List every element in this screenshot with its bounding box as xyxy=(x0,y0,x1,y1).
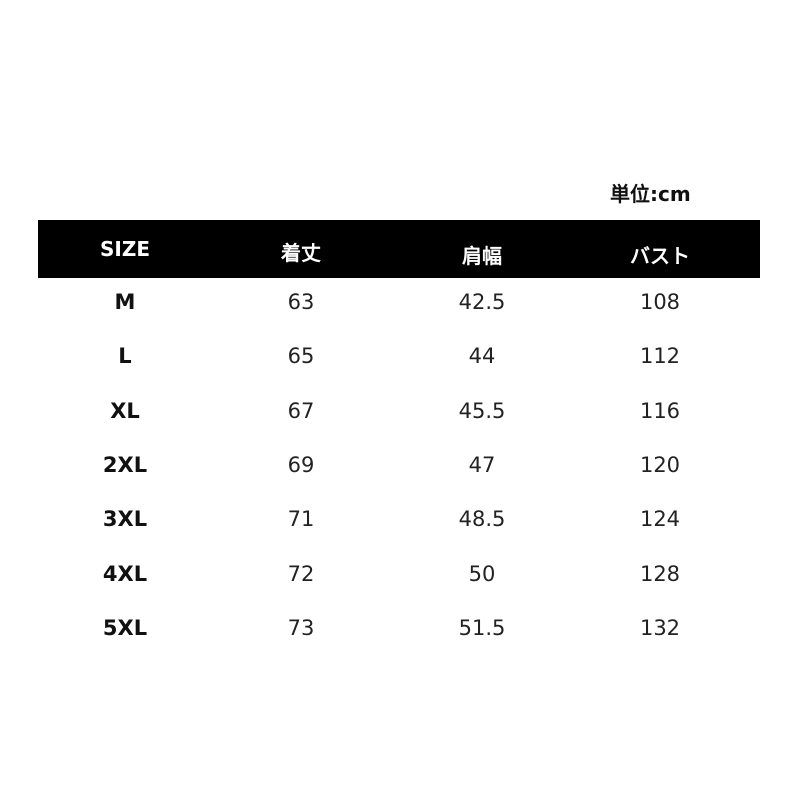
table-cell: 71 xyxy=(287,507,315,532)
table-cell: 44 xyxy=(468,344,496,369)
table-cell: 50 xyxy=(468,561,496,586)
table-row: 5XL 73 51.5 132 xyxy=(0,616,800,656)
table-cell: 42.5 xyxy=(458,290,506,314)
table-cell: 67 xyxy=(287,398,315,423)
table-cell: 73 xyxy=(287,615,315,640)
table-cell: 116 xyxy=(639,398,681,423)
table-cell: 69 xyxy=(287,452,315,477)
header-shoulder: 肩幅 xyxy=(462,244,502,268)
header-bust: バスト xyxy=(630,244,690,268)
table-cell: 108 xyxy=(639,290,681,314)
header-length: 着丈 xyxy=(281,241,321,265)
table-cell: 51.5 xyxy=(458,615,506,640)
table-cell: 65 xyxy=(287,344,315,369)
table-row: 4XL 72 50 128 xyxy=(0,562,800,602)
table-row: M 63 42.5 108 xyxy=(0,290,800,330)
table-cell: XL xyxy=(110,398,140,423)
table-cell: 47 xyxy=(468,452,496,477)
table-cell: 48.5 xyxy=(458,507,506,532)
unit-label: 単位:cm xyxy=(610,182,691,206)
table-cell: 63 xyxy=(287,290,315,314)
table-cell: 120 xyxy=(639,452,681,477)
table-cell: 72 xyxy=(287,561,315,586)
header-size: SIZE xyxy=(99,237,151,261)
table-cell: 2XL xyxy=(102,452,148,477)
table-cell: L xyxy=(118,344,132,369)
table-row: L 65 44 112 xyxy=(0,344,800,384)
table-row: 2XL 69 47 120 xyxy=(0,453,800,493)
table-cell: 5XL xyxy=(102,615,148,640)
table-row: 3XL 71 48.5 124 xyxy=(0,507,800,547)
table-cell: 4XL xyxy=(102,561,148,586)
table-cell: 132 xyxy=(639,615,681,640)
table-cell: 3XL xyxy=(102,507,148,532)
table-cell: 128 xyxy=(639,561,681,586)
table-header: SIZE 着丈 肩幅 バスト xyxy=(38,220,760,278)
table-cell: M xyxy=(114,290,136,314)
table-cell: 124 xyxy=(639,507,681,532)
table-cell: 112 xyxy=(639,344,681,369)
table-row: XL 67 45.5 116 xyxy=(0,399,800,439)
table-cell: 45.5 xyxy=(458,398,506,423)
